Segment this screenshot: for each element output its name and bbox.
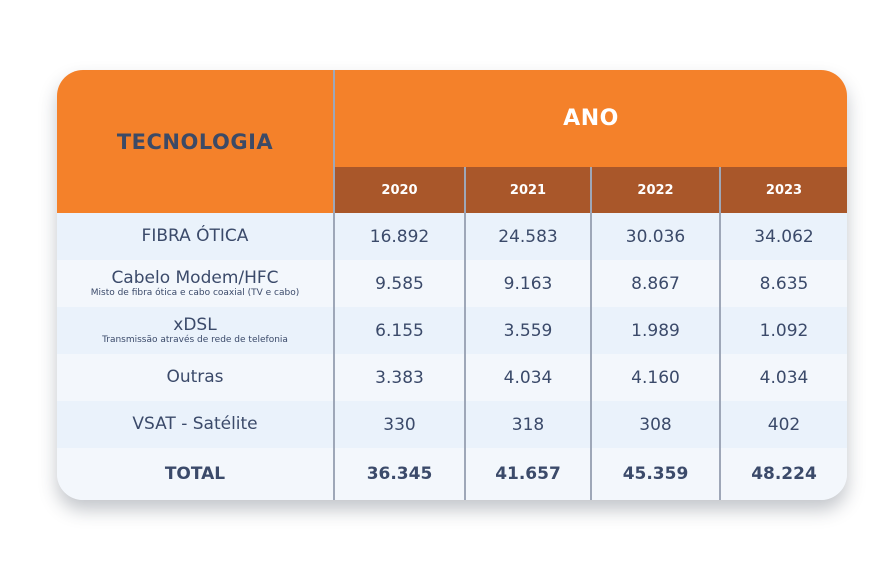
value-cell: 30.036 [592,213,719,260]
cell-value: 9.585 [375,273,424,294]
value-cell: 3.559 [466,307,590,354]
column-divider [719,167,721,500]
cell-value: 3.559 [503,320,553,341]
value-cell: 24.583 [466,213,590,260]
total-cell: 41.657 [466,448,590,500]
row-label: Outras [57,354,333,401]
table-row: Outras 3.383 4.034 4.160 4.034 [57,354,847,401]
total-value: 36.345 [366,464,433,484]
table-row: xDSL Transmissão através de rede de tele… [57,307,847,354]
technology-table: TECNOLOGIA ANO 2020 2021 2022 2023 FIBRA… [57,70,847,500]
row-label-main: FIBRA ÓTICA [141,226,249,246]
value-cell: 4.034 [721,354,847,401]
cell-value: 4.034 [759,367,809,388]
total-cell: 36.345 [335,448,464,500]
row-label-main: xDSL [173,314,217,335]
cell-value: 30.036 [625,226,686,247]
total-cell: 48.224 [721,448,847,500]
table-row: VSAT - Satélite 330 318 308 402 [57,401,847,448]
cell-value: 318 [511,414,545,435]
value-cell: 402 [721,401,847,448]
row-label-main: VSAT - Satélite [132,414,258,434]
year-label: 2023 [765,182,803,198]
year-header-2023: 2023 [721,167,847,213]
total-label: TOTAL [164,463,226,484]
row-label-main: Outras [166,367,224,387]
row-label-sub: Transmissão através de rede de telefonia [102,334,288,345]
cell-value: 4.034 [503,367,553,388]
year-group-header: ANO [335,70,847,167]
value-cell: 1.092 [721,307,847,354]
row-label: VSAT - Satélite [57,401,333,448]
year-header-2021: 2021 [466,167,590,213]
value-cell: 6.155 [335,307,464,354]
table-row: Cabelo Modem/HFC Misto de fibra ótica e … [57,260,847,307]
cell-value: 8.635 [759,273,809,294]
technology-header-label: TECNOLOGIA [116,129,274,154]
row-label: Cabelo Modem/HFC Misto de fibra ótica e … [57,260,333,307]
year-group-label: ANO [563,106,619,131]
row-label: xDSL Transmissão através de rede de tele… [57,307,333,354]
total-value: 45.359 [622,464,689,484]
value-cell: 8.635 [721,260,847,307]
cell-value: 4.160 [631,367,680,388]
technology-column-header: TECNOLOGIA [57,70,333,213]
year-header-2022: 2022 [592,167,719,213]
cell-value: 9.163 [503,273,553,294]
cell-value: 402 [767,414,801,435]
year-label: 2021 [509,182,547,198]
value-cell: 34.062 [721,213,847,260]
row-label: FIBRA ÓTICA [57,213,333,260]
cell-value: 24.583 [498,226,558,247]
total-label-cell: TOTAL [57,448,333,500]
value-cell: 9.163 [466,260,590,307]
value-cell: 4.034 [466,354,590,401]
total-value: 41.657 [495,464,561,484]
column-divider [590,167,592,500]
table-row: FIBRA ÓTICA 16.892 24.583 30.036 34.062 [57,213,847,260]
value-cell: 8.867 [592,260,719,307]
cell-value: 6.155 [375,320,424,341]
value-cell: 330 [335,401,464,448]
row-label-main: Cabelo Modem/HFC [111,267,279,288]
cell-value: 308 [639,414,672,435]
value-cell: 318 [466,401,590,448]
cell-value: 330 [383,414,416,435]
value-cell: 4.160 [592,354,719,401]
cell-value: 34.062 [754,226,814,247]
cell-value: 1.092 [759,320,809,341]
cell-value: 3.383 [375,367,424,388]
row-label-sub: Misto de fibra ótica e cabo coaxial (TV … [90,287,300,298]
year-label: 2022 [637,182,674,198]
total-cell: 45.359 [592,448,719,500]
total-row: TOTAL 36.345 41.657 45.359 48.224 [57,448,847,500]
cell-value: 8.867 [631,273,680,294]
column-divider [464,167,466,500]
year-header-2020: 2020 [335,167,464,213]
cell-value: 1.989 [631,320,680,341]
value-cell: 308 [592,401,719,448]
value-cell: 3.383 [335,354,464,401]
cell-value: 16.892 [369,226,430,247]
column-divider [333,70,335,500]
value-cell: 1.989 [592,307,719,354]
total-value: 48.224 [751,464,817,484]
year-label: 2020 [381,182,418,198]
value-cell: 9.585 [335,260,464,307]
value-cell: 16.892 [335,213,464,260]
